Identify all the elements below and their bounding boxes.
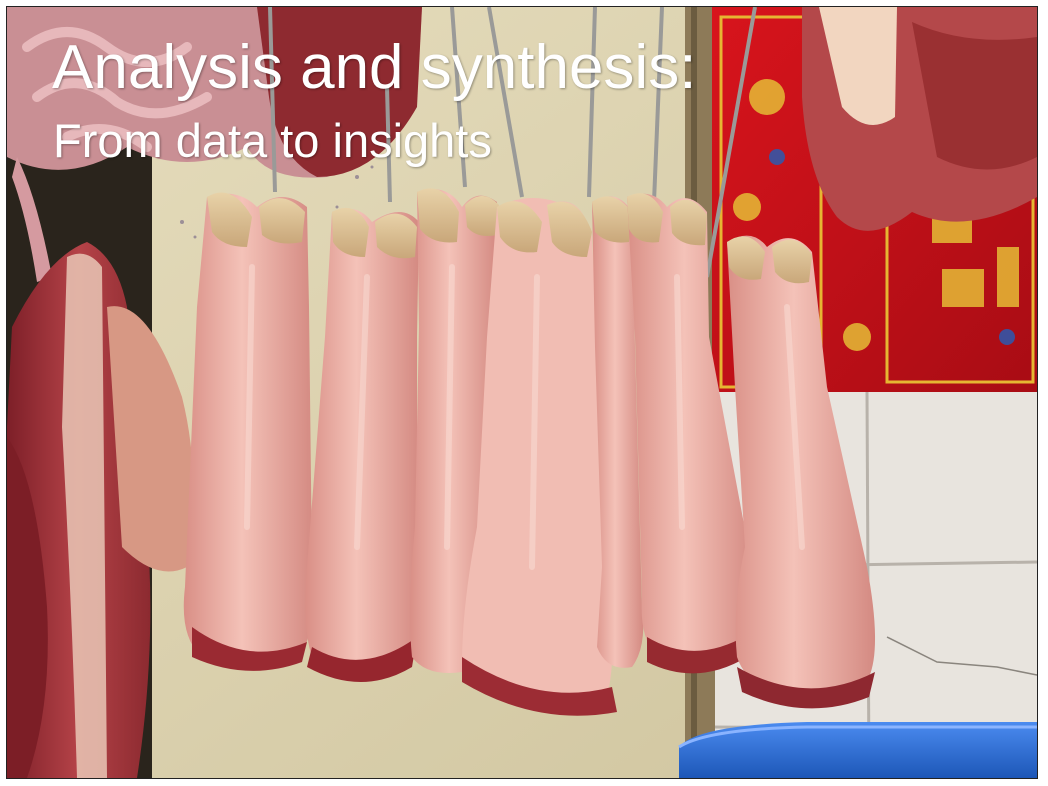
slide-subtitle: From data to insights <box>53 114 492 167</box>
slide-title: Analysis and synthesis: <box>52 33 697 102</box>
butcher-stall-photo <box>6 6 1038 779</box>
